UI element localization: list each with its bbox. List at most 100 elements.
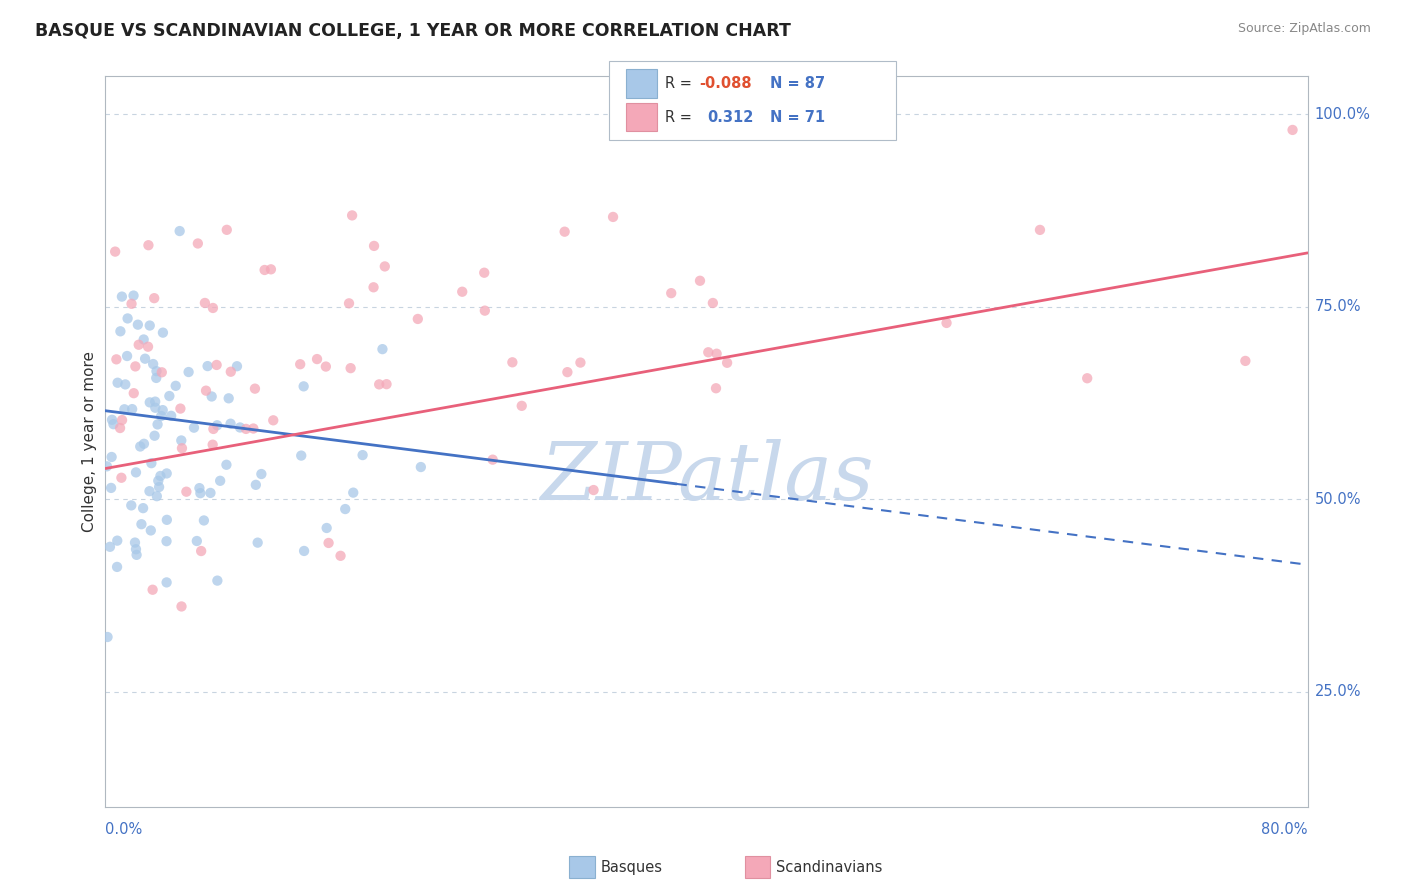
Point — [409, 460, 432, 475]
Point — [368, 377, 391, 392]
Point — [136, 340, 159, 354]
Text: 25.0%: 25.0% — [1315, 684, 1361, 699]
Point — [125, 542, 148, 557]
Text: 0.0%: 0.0% — [105, 822, 142, 837]
Point — [156, 575, 179, 590]
Point — [96, 459, 118, 474]
Point — [145, 364, 167, 378]
Point — [146, 489, 169, 503]
Point — [243, 382, 266, 396]
Text: Source: ZipAtlas.com: Source: ZipAtlas.com — [1237, 22, 1371, 36]
Point — [148, 480, 170, 494]
Point — [103, 417, 125, 432]
Point — [260, 262, 283, 277]
Point — [105, 560, 128, 574]
Point — [205, 358, 228, 372]
Point — [335, 502, 357, 516]
Point — [149, 469, 172, 483]
Point — [132, 437, 155, 451]
Point — [146, 417, 169, 432]
Text: 50.0%: 50.0% — [1315, 491, 1361, 507]
Point — [129, 440, 152, 454]
Point — [117, 311, 139, 326]
Text: Scandinavians: Scandinavians — [776, 860, 883, 874]
Point — [374, 260, 396, 274]
Point — [305, 352, 328, 367]
Point — [143, 394, 166, 409]
Point — [193, 513, 215, 527]
Point — [557, 365, 579, 379]
Point — [170, 434, 193, 448]
Text: R =: R = — [665, 76, 696, 91]
Point — [156, 513, 179, 527]
Point — [318, 536, 340, 550]
Point — [128, 337, 150, 351]
Point — [169, 224, 191, 238]
Point — [215, 458, 238, 472]
Point — [245, 478, 267, 492]
Point — [98, 540, 121, 554]
Point — [176, 484, 198, 499]
Point — [262, 413, 284, 427]
Point — [1076, 371, 1098, 385]
Point — [202, 422, 225, 436]
Point — [132, 333, 155, 347]
Point — [124, 359, 146, 374]
Point — [143, 291, 166, 305]
Point — [292, 379, 315, 393]
Point — [170, 599, 193, 614]
Point — [340, 208, 363, 222]
Point — [107, 376, 129, 390]
Point — [253, 263, 276, 277]
Point — [190, 544, 212, 558]
Point — [205, 418, 228, 433]
Point — [105, 533, 128, 548]
Point — [704, 381, 727, 395]
Point — [292, 544, 315, 558]
Point — [183, 420, 205, 434]
Point — [157, 389, 180, 403]
Point — [219, 365, 242, 379]
Point — [138, 238, 160, 252]
Point — [139, 318, 162, 333]
Point — [219, 417, 242, 431]
Point — [290, 357, 312, 371]
Point — [132, 501, 155, 516]
Point — [134, 351, 156, 366]
Point — [165, 379, 187, 393]
Point — [1281, 123, 1303, 137]
Point — [242, 421, 264, 435]
Point — [143, 428, 166, 442]
Point — [100, 481, 122, 495]
Point — [1234, 354, 1257, 368]
Point — [188, 481, 211, 495]
Point — [569, 355, 592, 369]
Point — [451, 285, 474, 299]
Point — [105, 352, 128, 367]
Point — [406, 312, 429, 326]
Point — [143, 401, 166, 415]
Point — [474, 303, 496, 318]
Point — [342, 485, 364, 500]
Point — [145, 371, 167, 385]
Text: 75.0%: 75.0% — [1315, 300, 1361, 314]
Point — [100, 450, 122, 464]
Point — [702, 296, 724, 310]
Point — [122, 288, 145, 302]
Point — [114, 377, 136, 392]
Text: N = 87: N = 87 — [770, 76, 825, 91]
Point — [142, 582, 165, 597]
Point — [148, 474, 170, 488]
Point — [152, 403, 174, 417]
Point — [215, 223, 238, 237]
Point — [131, 517, 153, 532]
Point — [371, 342, 394, 356]
Point — [207, 574, 229, 588]
Text: -0.088: -0.088 — [699, 76, 751, 91]
Point — [201, 438, 224, 452]
Text: 0.312: 0.312 — [707, 110, 754, 125]
Point — [111, 290, 134, 304]
Point — [235, 422, 257, 436]
Point — [186, 534, 208, 549]
Point — [229, 420, 252, 434]
